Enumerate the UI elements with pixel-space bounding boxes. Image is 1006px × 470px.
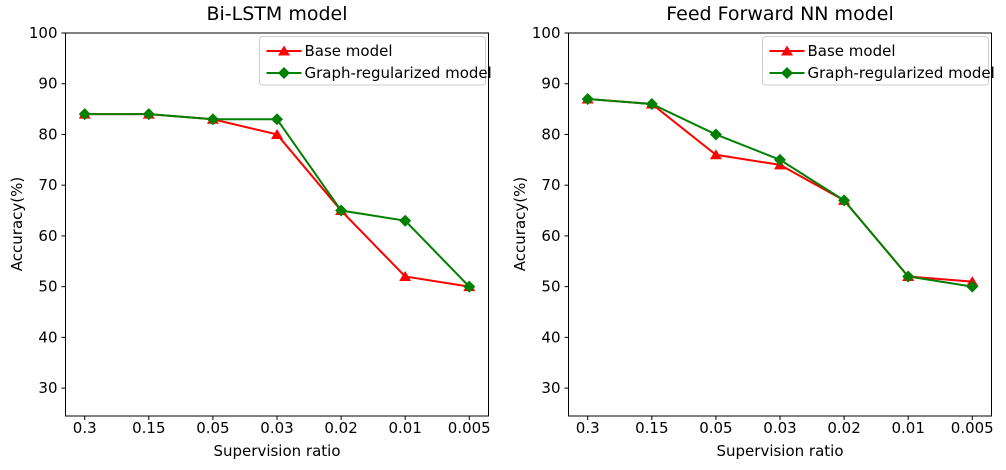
data-point-marker [271, 113, 283, 126]
series-line [587, 97, 973, 283]
legend-label: Graph-regularized model [808, 64, 995, 82]
data-point-marker [645, 98, 658, 111]
y-tick-label: 90 [38, 75, 57, 93]
legend-box [762, 36, 989, 86]
x-tick-label: 0.005 [951, 419, 994, 437]
legend-label: Graph-regularized model [305, 64, 492, 82]
x-tick-label: 0.005 [448, 419, 491, 437]
chart-title: Feed Forward NN model [666, 3, 894, 25]
plot-area-border [568, 32, 992, 417]
x-tick-label: 0.05 [196, 419, 229, 437]
y-tick-label: 90 [541, 75, 560, 93]
y-tick-label: 100 [532, 24, 561, 42]
data-point-marker [902, 270, 915, 283]
y-tick-label: 40 [38, 328, 57, 346]
legend-diamond-icon [781, 67, 793, 79]
y-tick-label: 70 [541, 176, 560, 194]
series-base-model [581, 93, 979, 287]
data-point-marker [271, 128, 283, 139]
ffnn-chart: 30 40 50 60 70 80 90 100 0.3 0.15 0.05 0.03 0.02 0.01… [532, 24, 995, 437]
y-tick-label: 60 [38, 227, 57, 245]
data-point-marker [709, 149, 722, 160]
y-tick-label: 30 [541, 379, 560, 397]
data-point-marker [78, 108, 91, 121]
legend-item-graph-regularized-model: Graph-regularized model [266, 64, 492, 82]
y-tick-label: 80 [541, 125, 560, 143]
x-tick-label: 0.02 [827, 419, 860, 437]
y-axis-label: Accuracy(%) [8, 176, 26, 272]
x-tick-label: 0.01 [388, 419, 421, 437]
legend-label: Base model [808, 42, 896, 60]
series-graph-regularized-model [581, 92, 979, 293]
plot-area-border [65, 32, 489, 417]
data-point-marker [966, 280, 979, 293]
data-point-marker [142, 108, 155, 121]
x-tick-label: 0.05 [699, 419, 732, 437]
legend-item-graph-regularized-model: Graph-regularized model [769, 64, 995, 82]
x-axis-label: Supervision ratio [213, 442, 341, 460]
data-point-marker [463, 280, 476, 293]
x-tick-label: 0.15 [635, 419, 668, 437]
x-tick-label: 0.03 [763, 419, 796, 437]
y-tick-label: 60 [541, 227, 560, 245]
data-point-marker [581, 92, 594, 105]
x-tick-label: 0.3 [73, 419, 97, 437]
chart-title: Bi-LSTM model [206, 3, 348, 25]
data-point-marker [335, 204, 348, 217]
legend-item-base-model: Base model [769, 42, 896, 60]
bilstm-chart: 30 40 50 60 70 80 90 100 0.3 0.15 0.05 0.03 0.02 0.01… [29, 24, 492, 437]
y-tick-label: 40 [541, 328, 560, 346]
subplot-ffnn: 30 40 50 60 70 80 90 100 0.3 0.15 0.05 0.03 0.02 0.01… [503, 0, 1006, 470]
y-tick-label: 70 [38, 176, 57, 194]
legend: Base model Graph-regularized model [259, 36, 492, 86]
series-line [587, 97, 973, 288]
data-point-marker [399, 270, 412, 281]
legend-triangle-icon [781, 45, 793, 56]
legend-item-base-model: Base model [266, 42, 393, 60]
y-axis-label: Accuracy(%) [511, 176, 529, 272]
x-tick-label: 0.02 [324, 419, 357, 437]
series-line [84, 113, 470, 288]
legend-diamond-icon [278, 67, 290, 79]
series-graph-regularized-model [78, 108, 476, 293]
y-tick-label: 50 [541, 278, 560, 296]
legend-label: Base model [305, 42, 393, 60]
data-point-marker [399, 214, 412, 227]
x-tick-label: 0.3 [576, 419, 600, 437]
data-point-marker [774, 153, 786, 166]
x-axis-label: Supervision ratio [716, 442, 844, 460]
y-tick-label: 80 [38, 125, 57, 143]
y-tick-label: 100 [29, 24, 58, 42]
y-tick-label: 30 [38, 379, 57, 397]
legend-triangle-icon [278, 45, 290, 56]
subplot-bilstm: 30 40 50 60 70 80 90 100 0.3 0.15 0.05 0.03 0.02 0.01… [8, 3, 492, 460]
x-tick-label: 0.15 [132, 419, 165, 437]
x-tick-label: 0.03 [260, 419, 293, 437]
legend: Base model Graph-regularized model [762, 36, 995, 86]
data-point-marker [206, 113, 219, 126]
y-tick-label: 50 [38, 278, 57, 296]
series-base-model [78, 108, 476, 292]
series-line [84, 113, 470, 288]
data-point-marker [709, 128, 722, 141]
x-tick-label: 0.01 [891, 419, 924, 437]
data-point-marker [838, 194, 851, 207]
legend-box [259, 36, 486, 86]
